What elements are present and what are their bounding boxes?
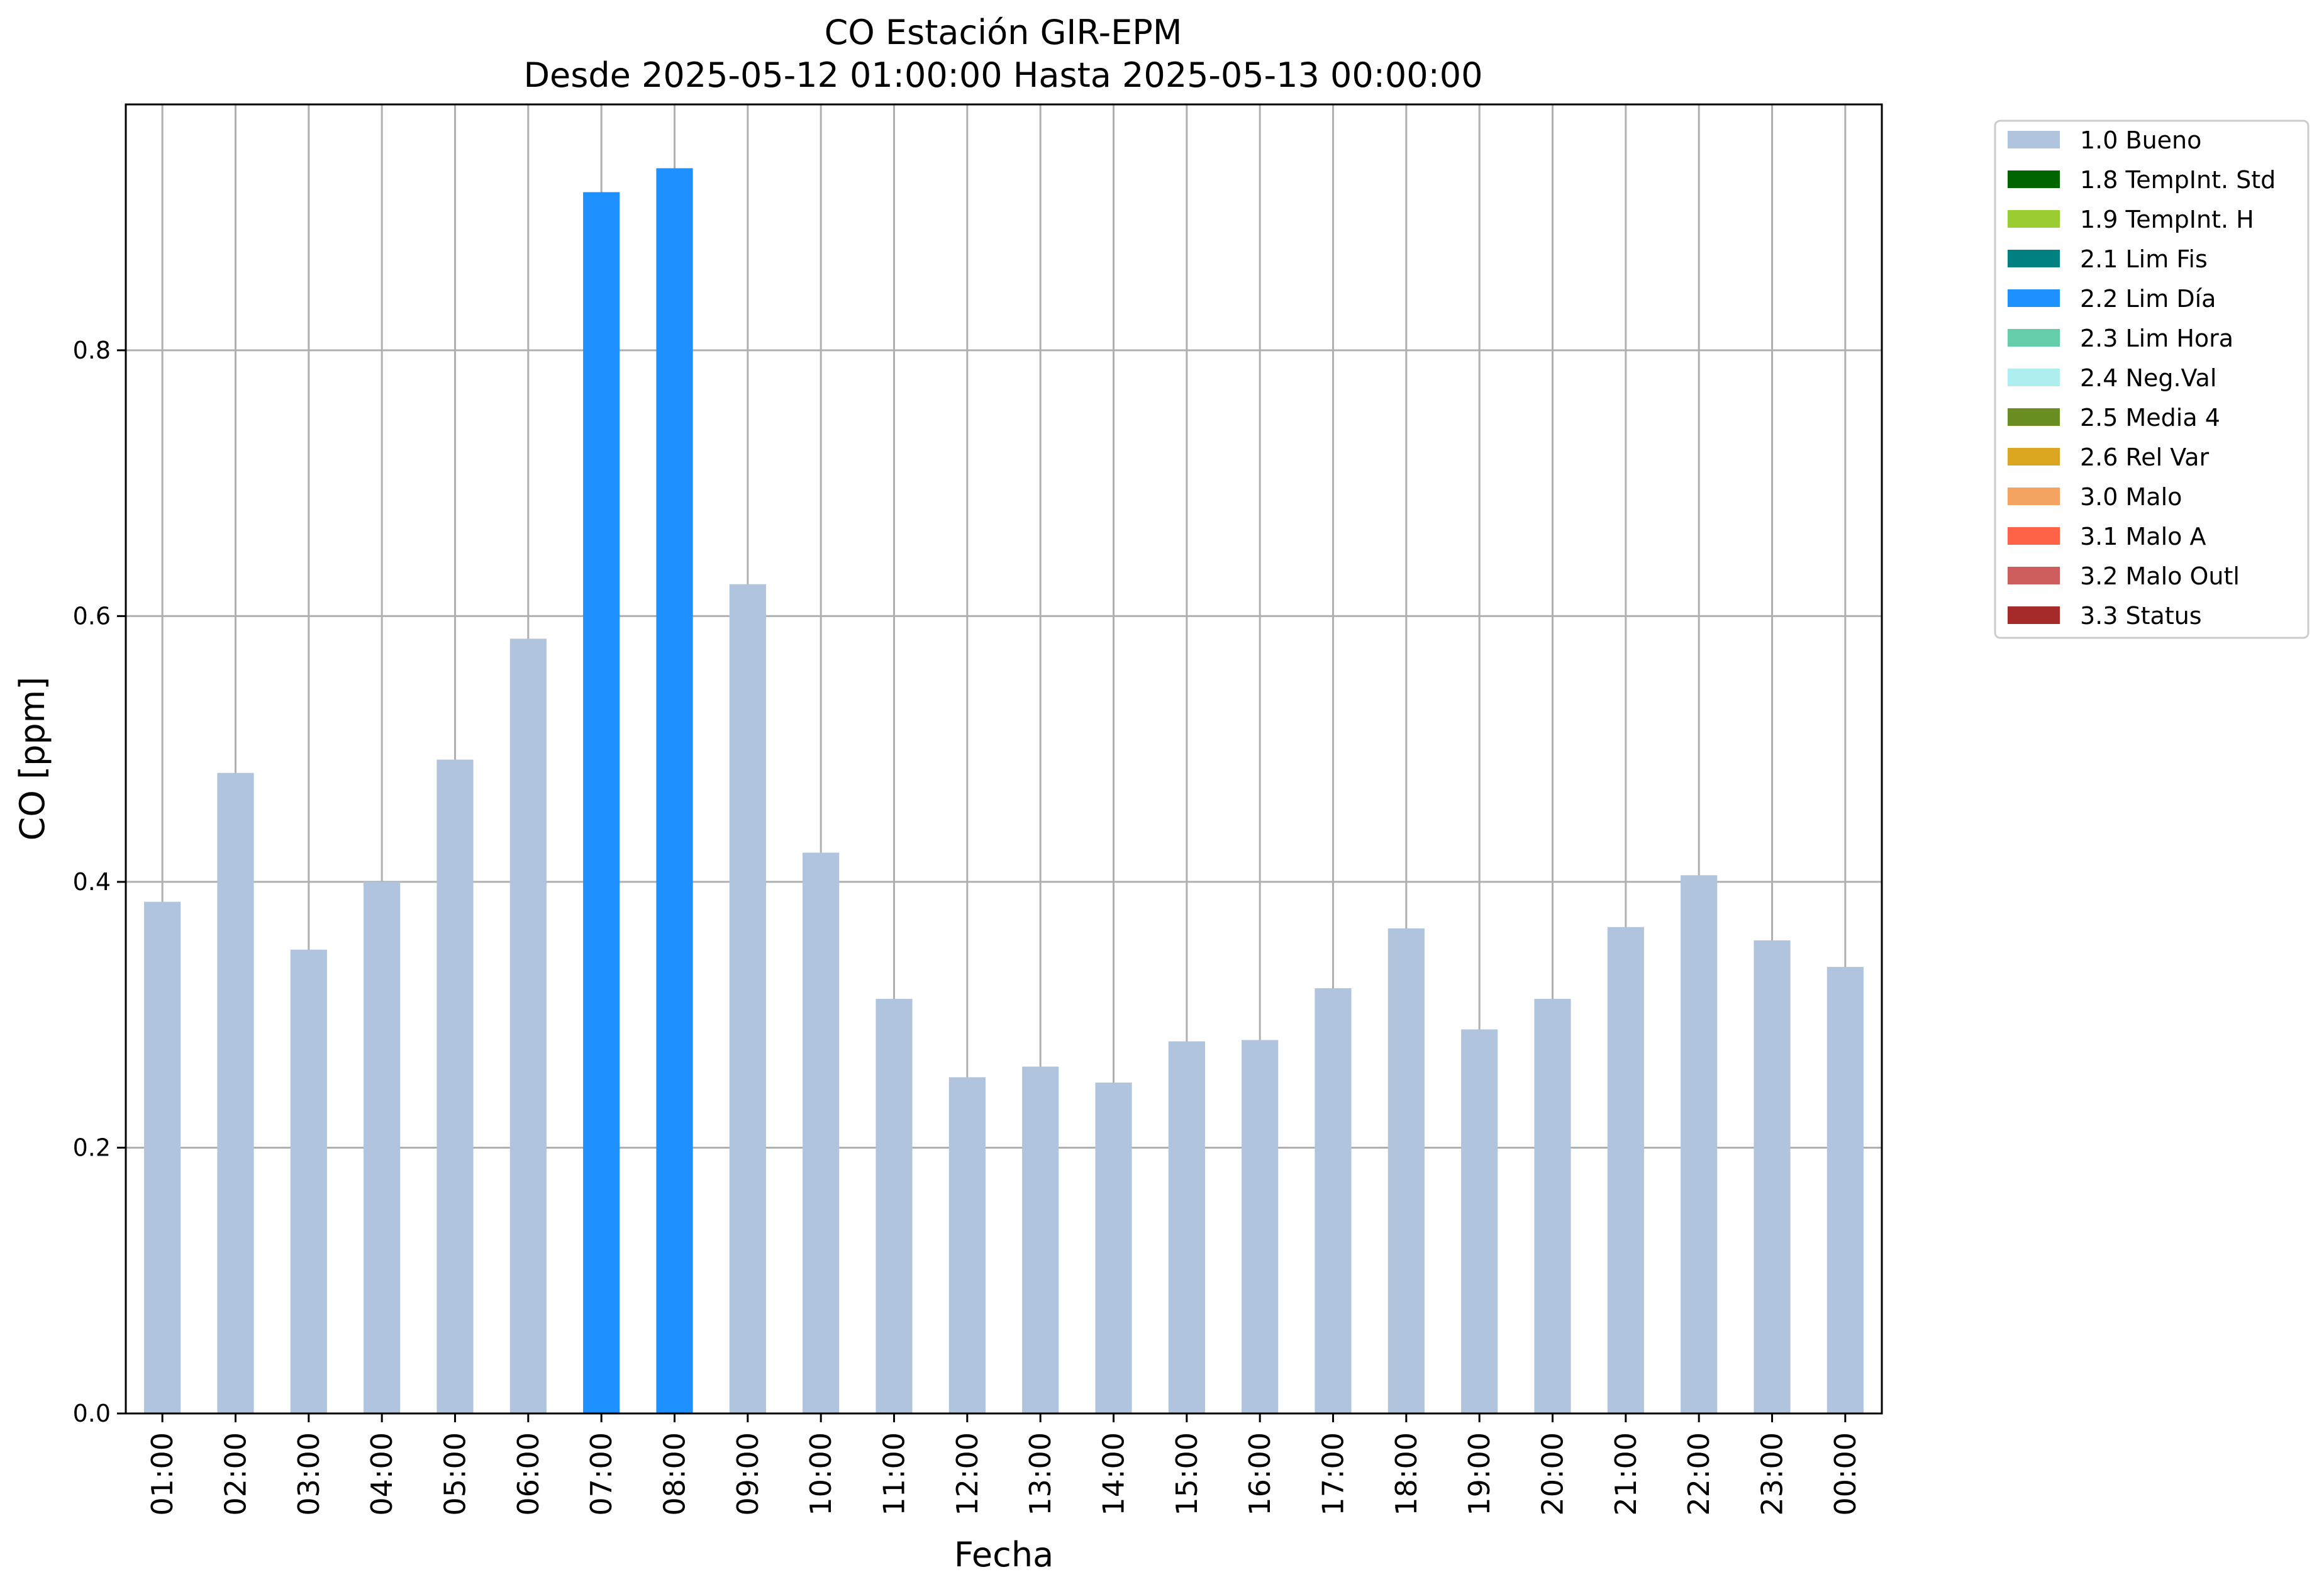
x-tick-label: 04:00: [365, 1432, 399, 1516]
legend-swatch: [2008, 289, 2060, 307]
bars: [144, 168, 1864, 1414]
bar-1000: [803, 852, 840, 1413]
bar-1800: [1387, 928, 1425, 1413]
x-tick-label: 07:00: [584, 1432, 618, 1516]
x-tick-label: 08:00: [658, 1432, 692, 1516]
y-tick-label: 0.2: [73, 1134, 111, 1161]
x-tick-label: 15:00: [1170, 1432, 1204, 1516]
bar-2100: [1607, 927, 1644, 1413]
x-axis-label: Fecha: [954, 1535, 1054, 1574]
x-tick-label: 20:00: [1536, 1432, 1570, 1516]
bar-2200: [1681, 875, 1718, 1413]
bar-1700: [1315, 988, 1352, 1413]
y-tick-label: 0.8: [73, 337, 111, 364]
x-tick-label: 03:00: [292, 1432, 326, 1516]
bar-1200: [948, 1077, 986, 1413]
bar-0500: [436, 759, 474, 1413]
x-tick-label: 09:00: [731, 1432, 765, 1516]
x-tick-label: 01:00: [145, 1432, 179, 1516]
x-tick-label: 06:00: [511, 1432, 545, 1516]
legend-label: 1.0 Bueno: [2080, 126, 2201, 154]
x-tick-label: 00:00: [1828, 1432, 1862, 1516]
legend-swatch: [2008, 448, 2060, 465]
bar-1100: [876, 998, 913, 1413]
chart-title: CO Estación GIR-EPM: [825, 13, 1182, 52]
bar-0300: [290, 949, 327, 1413]
legend-label: 2.1 Lim Fis: [2080, 245, 2208, 273]
x-tick-label: 14:00: [1097, 1432, 1131, 1516]
x-tick-label: 18:00: [1389, 1432, 1423, 1516]
bar-2300: [1754, 940, 1791, 1413]
legend-label: 2.3 Lim Hora: [2080, 325, 2233, 352]
legend-label: 2.6 Rel Var: [2080, 443, 2210, 471]
legend-items: 1.0 Bueno 1.8 TempInt. Std 1.9 TempInt. H 2…: [2008, 126, 2276, 630]
legend-label: 3.3 Status: [2080, 602, 2202, 630]
legend-swatch: [2008, 210, 2060, 228]
legend: 1.0 Bueno 1.8 TempInt. Std 1.9 TempInt. H 2…: [1994, 120, 2310, 639]
legend-label: 2.2 Lim Día: [2080, 285, 2216, 313]
legend-label: 1.9 TempInt. H: [2080, 206, 2254, 233]
chart-subtitle: Desde 2025-05-12 01:00:00 Hasta 2025-05-…: [523, 55, 1482, 95]
legend-label: 3.0 Malo: [2080, 483, 2182, 511]
bar-0200: [217, 772, 254, 1413]
legend-swatch: [2008, 131, 2060, 148]
x-tick-label: 13:00: [1023, 1432, 1057, 1516]
x-tick-label: 23:00: [1755, 1432, 1789, 1516]
x-axis-ticks: 01:00 02:00 03:00 04:00 05:00 06:00 07:00 08:00…: [145, 1413, 1862, 1516]
legend-swatch: [2008, 369, 2060, 386]
bar-1400: [1095, 1082, 1132, 1413]
legend-frame: [1994, 120, 2310, 639]
y-tick-label: 0.0: [73, 1400, 111, 1427]
legend-label: 3.1 Malo A: [2080, 523, 2206, 550]
legend-swatch: [2008, 250, 2060, 267]
x-tick-label: 21:00: [1609, 1432, 1643, 1516]
bar-0100: [144, 901, 181, 1413]
y-tick-label: 0.6: [73, 602, 111, 630]
plot-frame: [125, 103, 1883, 1415]
bar-1900: [1461, 1029, 1498, 1413]
y-axis-ticks: 0.0 0.2 0.4 0.6 0.8: [73, 337, 126, 1427]
x-tick-label: 22:00: [1682, 1432, 1716, 1516]
x-tick-label: 02:00: [219, 1432, 253, 1516]
x-tick-label: 10:00: [804, 1432, 838, 1516]
bar-1600: [1242, 1040, 1279, 1413]
legend-label: 1.8 TempInt. Std: [2080, 166, 2276, 194]
legend-swatch: [2008, 567, 2060, 584]
bar-0000: [1826, 967, 1864, 1413]
bar-1300: [1022, 1066, 1059, 1413]
x-tick-label: 17:00: [1316, 1432, 1350, 1516]
legend-label: 2.5 Media 4: [2080, 404, 2220, 432]
legend-swatch: [2008, 408, 2060, 426]
x-tick-label: 19:00: [1462, 1432, 1496, 1516]
x-tick-label: 16:00: [1243, 1432, 1277, 1516]
bar-1500: [1168, 1041, 1205, 1413]
bar-0400: [364, 881, 401, 1413]
bar-0600: [509, 638, 547, 1413]
bar-0900: [729, 584, 766, 1414]
legend-swatch: [2008, 329, 2060, 347]
legend-label: 2.4 Neg.Val: [2080, 364, 2216, 392]
y-tick-label: 0.4: [73, 868, 111, 896]
legend-swatch: [2008, 170, 2060, 188]
bar-0700: [583, 192, 620, 1414]
bar-0800: [656, 168, 693, 1413]
legend-swatch: [2008, 606, 2060, 624]
y-axis-label: CO [ppm]: [13, 677, 52, 841]
legend-label: 3.2 Malo Outl: [2080, 562, 2240, 590]
legend-swatch: [2008, 488, 2060, 505]
bar-2000: [1534, 998, 1571, 1413]
x-tick-label: 05:00: [438, 1432, 472, 1516]
legend-swatch: [2008, 527, 2060, 545]
x-tick-label: 12:00: [950, 1432, 984, 1516]
x-tick-label: 11:00: [877, 1432, 911, 1516]
